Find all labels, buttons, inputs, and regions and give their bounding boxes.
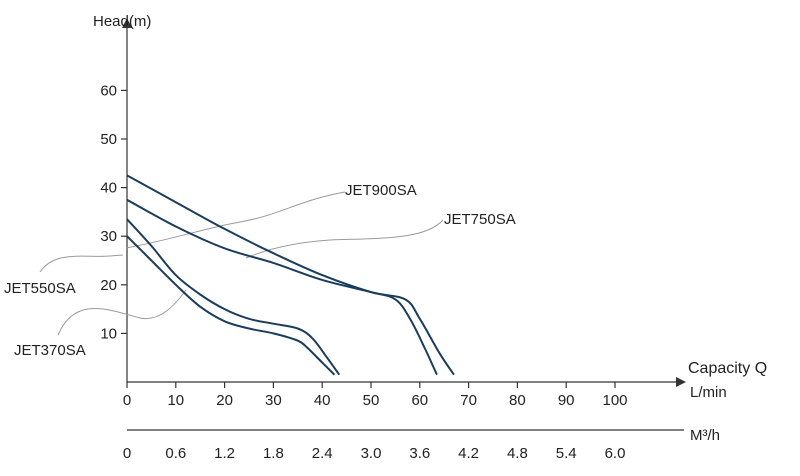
x-tick-label: 90 (558, 392, 575, 409)
curves (126, 174, 455, 376)
x-tick-label: 100 (602, 392, 627, 409)
x2-tick-label: 1.2 (214, 445, 235, 462)
x2-tick-label: 0 (123, 445, 131, 462)
y-tick-label: 50 (100, 131, 117, 148)
curve-jet370sa (126, 235, 336, 376)
x2-tick-label: 1.8 (263, 445, 284, 462)
x2-tick-label: 5.4 (556, 445, 577, 462)
y-ticks: 10 20 30 40 50 60 (100, 82, 127, 342)
y-tick-label: 40 (100, 180, 117, 197)
label-jet550sa: JET550SA (4, 280, 76, 297)
leader-jet550sa (39, 254, 124, 273)
x2-tick-label: 3.6 (409, 445, 430, 462)
x-tick-label: 50 (363, 392, 380, 409)
curve-jet750sa (126, 198, 438, 376)
leader-jet370sa (57, 289, 187, 336)
x-tick-label: 20 (216, 392, 233, 409)
label-jet900sa: JET900SA (345, 182, 417, 199)
leader-jet900sa (125, 191, 346, 249)
x-axis-unit-primary: L/min (690, 384, 727, 401)
x-tick-label: 0 (123, 392, 131, 409)
x2-tick-label: 0.6 (165, 445, 186, 462)
curve-jet550sa (126, 218, 341, 376)
x-tick-label: 10 (167, 392, 184, 409)
y-axis-arrow (122, 18, 132, 28)
label-jet370sa: JET370SA (14, 342, 86, 359)
y-tick-label: 30 (100, 228, 117, 245)
x-tick-label: 70 (460, 392, 477, 409)
y-tick-label: 10 (100, 325, 117, 342)
x2-tick-label: 6.0 (605, 445, 626, 462)
label-jet750sa: JET750SA (444, 211, 516, 228)
y-tick-label: 20 (100, 277, 117, 294)
x-tick-label: 80 (509, 392, 526, 409)
x-ticks-primary: 0 10 20 30 40 50 60 70 80 90 100 (123, 382, 628, 409)
x2-tick-label: 3.0 (361, 445, 382, 462)
x-ticks-secondary: 0 0.6 1.2 1.8 2.4 3.0 3.6 4.2 4.8 5.4 6.0 (123, 445, 626, 462)
x-axis-title: Capacity Q (688, 360, 767, 377)
x2-tick-label: 4.8 (507, 445, 528, 462)
x-tick-label: 30 (265, 392, 282, 409)
x-axis-arrow (676, 377, 686, 387)
x-tick-label: 60 (411, 392, 428, 409)
leader-jet750sa (245, 219, 444, 259)
x2-tick-label: 2.4 (312, 445, 333, 462)
x2-tick-label: 4.2 (458, 445, 479, 462)
y-tick-label: 60 (100, 82, 117, 99)
x-tick-label: 40 (314, 392, 331, 409)
curve-jet900sa (126, 174, 455, 376)
y-axis-title: Head(m) (93, 13, 151, 30)
x-axis-unit-secondary: M³/h (690, 427, 720, 444)
